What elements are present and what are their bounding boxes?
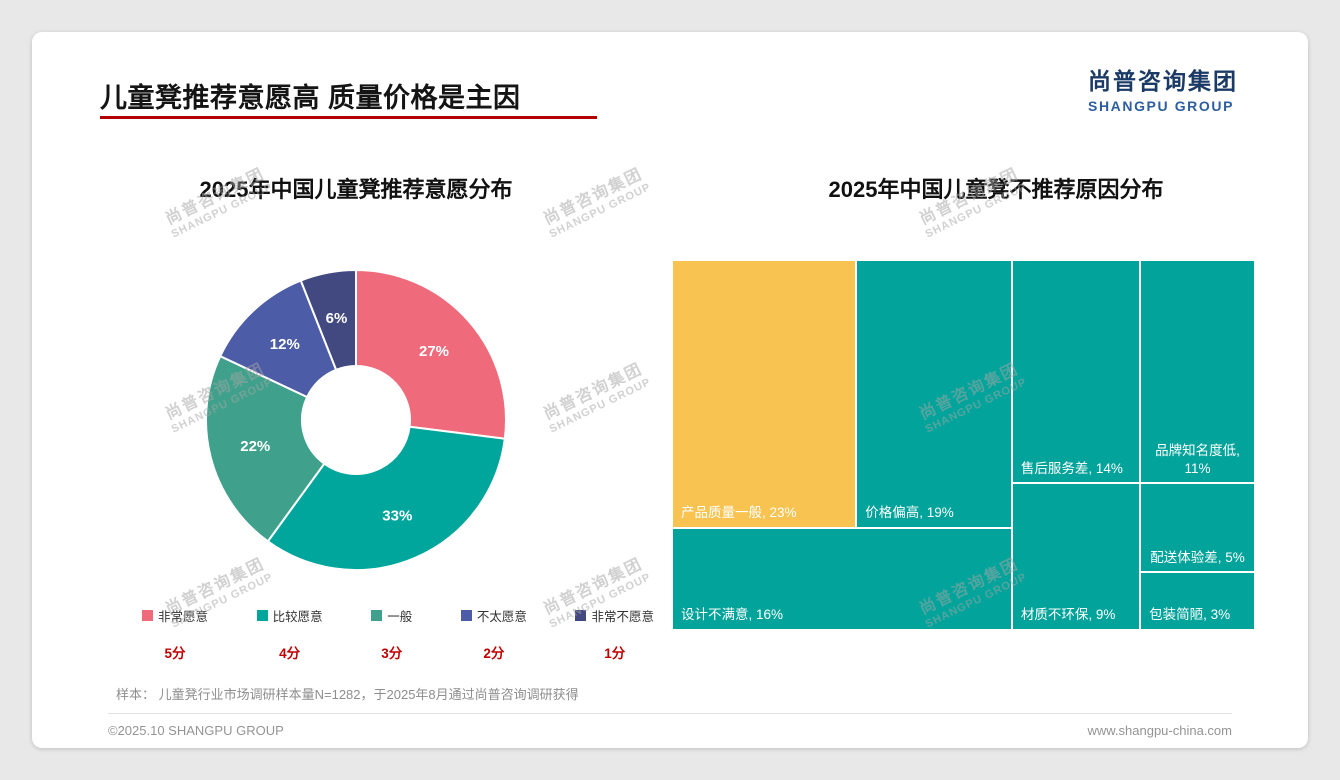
donut-chart-title: 2025年中国儿童凳推荐意愿分布 xyxy=(199,177,513,202)
donut-slice-label: 6% xyxy=(326,310,348,327)
treemap-block-label: 材质不环保, 9% xyxy=(1020,607,1116,623)
treemap-block: 产品质量一般, 23% xyxy=(672,260,857,528)
treemap-block-label: 配送体验差, 5% xyxy=(1150,549,1245,565)
treemap-block-label: 品牌知名度低, 11% xyxy=(1155,443,1240,476)
treemap-block: 售后服务差, 14% xyxy=(1011,260,1141,484)
slide-card: 儿童凳推荐意愿高 质量价格是主因 尚普咨询集团 SHANGPU GROUP 20… xyxy=(32,32,1308,748)
legend-label: 比较愿意 xyxy=(272,610,323,624)
treemap-block-label: 包装简陋, 3% xyxy=(1149,607,1231,623)
legend-label: 非常愿意 xyxy=(158,610,209,624)
logo-cn-text: 尚普咨询集团 xyxy=(1088,68,1238,94)
donut-slice xyxy=(205,354,326,543)
treemap-block: 设计不满意, 16% xyxy=(672,527,1012,630)
footer-website: www.shangpu-china.com xyxy=(1087,723,1232,738)
donut-slice-label: 27% xyxy=(419,343,449,360)
treemap-block: 价格偏高, 19% xyxy=(856,260,1012,528)
donut-slice xyxy=(299,268,357,372)
legend-swatch xyxy=(256,610,268,621)
treemap-block: 包装简陋, 3% xyxy=(1140,572,1255,630)
title-underline xyxy=(100,116,597,119)
sample-note: 样本： 儿童凳行业市场调研样本量N=1282，于2025年8月通过尚普咨询调研获… xyxy=(116,687,579,702)
legend-item: 非常不愿意 1分 xyxy=(575,606,654,662)
legend-item: 一般 3分 xyxy=(371,606,412,662)
legend-label: 非常不愿意 xyxy=(591,610,654,624)
donut-slice-label: 22% xyxy=(240,438,270,455)
treemap-block-label: 价格偏高, 19% xyxy=(865,505,954,521)
legend-swatch xyxy=(142,610,153,621)
legend-score: 1分 xyxy=(604,646,626,661)
treemap-block: 材质不环保, 9% xyxy=(1011,483,1141,630)
legend-score: 5分 xyxy=(164,646,186,661)
legend-score: 3分 xyxy=(381,646,403,661)
legend-swatch xyxy=(460,610,472,621)
legend-swatch xyxy=(371,610,383,621)
legend-swatch xyxy=(575,610,587,621)
legend-item: 不太愿意 2分 xyxy=(460,606,527,662)
treemap-block-label: 售后服务差, 14% xyxy=(1020,460,1123,476)
treemap-block: 品牌知名度低, 11% xyxy=(1140,260,1255,484)
donut-slice-label: 12% xyxy=(270,336,300,353)
donut-slice xyxy=(355,268,507,440)
legend-label: 不太愿意 xyxy=(476,610,527,624)
logo-en-text: SHANGPU GROUP xyxy=(1088,98,1235,114)
footer-copyright: ©2025.10 SHANGPU GROUP xyxy=(108,723,284,738)
treemap-block-label: 设计不满意, 16% xyxy=(681,607,784,623)
treemap-chart-title: 2025年中国儿童凳不推荐原因分布 xyxy=(828,177,1164,202)
donut-legend: 非常愿意 5分 比较愿意 4分 一般 3分 不太愿意 2分 非常不愿意 1分 xyxy=(142,606,654,662)
legend-item: 非常愿意 5分 xyxy=(142,606,208,662)
donut-slice xyxy=(218,279,338,399)
treemap-chart: 产品质量一般, 23% 价格偏高, 19% 设计不满意, 16% 售后服务差, 14%… xyxy=(672,260,1255,630)
treemap-block-label: 产品质量一般, 23% xyxy=(681,505,797,521)
donut-chart: 27% 33% 22% 12% 6% xyxy=(205,268,507,571)
footer-divider xyxy=(108,713,1232,714)
legend-score: 4分 xyxy=(279,646,301,661)
legend-score: 2分 xyxy=(483,646,505,661)
donut-slice-label: 33% xyxy=(382,507,412,524)
logo: 尚普咨询集团 SHANGPU GROUP xyxy=(1088,62,1238,114)
treemap-block: 配送体验差, 5% xyxy=(1140,483,1255,573)
legend-item: 比较愿意 4分 xyxy=(256,606,323,662)
page-title: 儿童凳推荐意愿高 质量价格是主因 xyxy=(100,83,521,113)
donut-slice xyxy=(266,425,506,571)
watermark: 尚普咨询集团 SHANGPU GROUP xyxy=(541,360,653,436)
legend-label: 一般 xyxy=(387,610,413,624)
